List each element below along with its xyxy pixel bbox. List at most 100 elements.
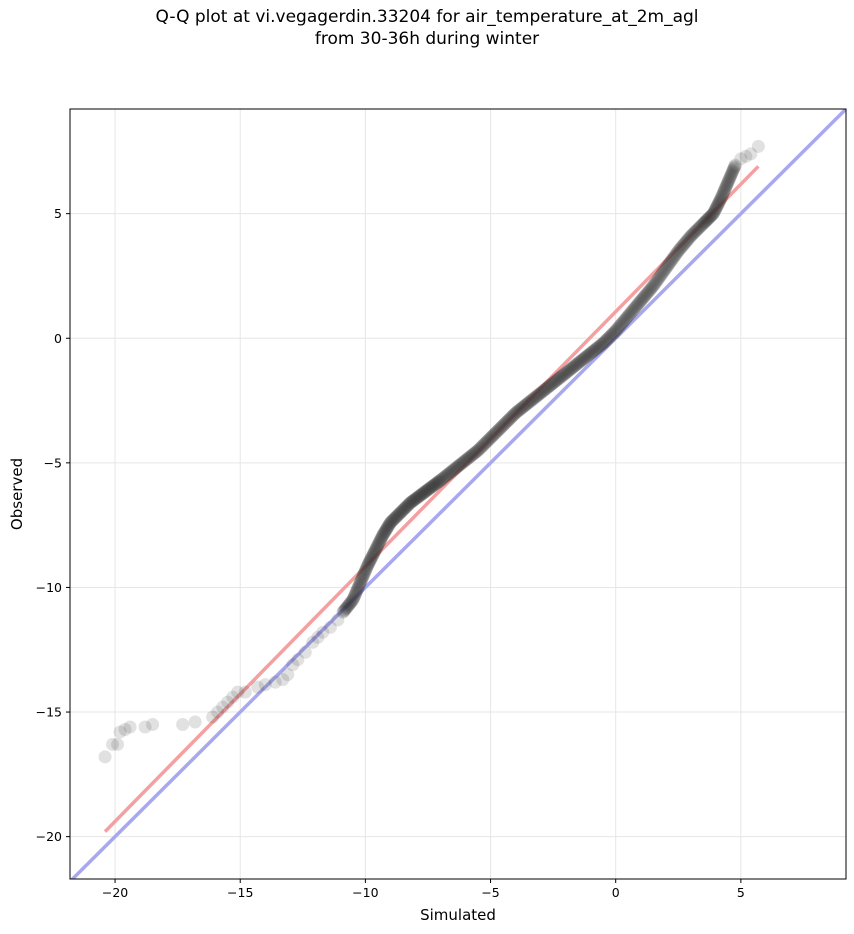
data-point bbox=[692, 221, 706, 235]
data-point bbox=[450, 460, 464, 474]
data-point bbox=[365, 550, 379, 564]
data-point bbox=[620, 311, 634, 325]
data-point bbox=[371, 537, 385, 551]
data-point bbox=[679, 234, 693, 248]
data-point bbox=[724, 168, 738, 182]
data-point bbox=[377, 527, 391, 541]
data-point bbox=[526, 392, 540, 406]
data-point bbox=[435, 472, 449, 486]
data-point bbox=[368, 543, 382, 557]
data-point bbox=[715, 190, 729, 204]
data-point bbox=[608, 325, 622, 339]
data-point bbox=[478, 437, 492, 451]
data-point bbox=[670, 246, 684, 260]
data-point bbox=[582, 347, 596, 361]
data-point bbox=[710, 200, 724, 214]
data-point bbox=[688, 225, 702, 239]
data-point bbox=[712, 196, 726, 210]
data-point bbox=[698, 215, 712, 229]
data-point bbox=[475, 439, 489, 453]
data-point bbox=[535, 385, 549, 399]
data-point bbox=[561, 364, 575, 378]
data-point bbox=[488, 427, 502, 441]
data-point bbox=[447, 463, 461, 477]
fit-line bbox=[103, 165, 760, 833]
data-point bbox=[702, 211, 716, 225]
data-point bbox=[629, 299, 643, 313]
data-point bbox=[396, 503, 410, 517]
data-point bbox=[616, 315, 630, 329]
data-point bbox=[651, 273, 665, 287]
data-point bbox=[286, 658, 300, 672]
data-point bbox=[188, 715, 202, 729]
data-point bbox=[671, 245, 685, 259]
data-point bbox=[331, 613, 345, 627]
y-tick-label: 0 bbox=[54, 331, 62, 346]
data-point bbox=[685, 228, 699, 242]
data-point bbox=[548, 374, 562, 388]
data-point bbox=[363, 554, 377, 568]
data-point bbox=[421, 483, 435, 497]
data-point bbox=[356, 569, 370, 583]
x-tick-label: 5 bbox=[737, 885, 745, 900]
data-point bbox=[609, 323, 623, 337]
data-point bbox=[515, 401, 529, 415]
data-point bbox=[675, 240, 689, 254]
data-point bbox=[395, 504, 409, 518]
data-point bbox=[603, 330, 617, 344]
y-tick-label: −15 bbox=[36, 705, 62, 720]
data-point bbox=[575, 353, 589, 367]
data-point bbox=[540, 381, 554, 395]
data-point bbox=[385, 514, 399, 528]
data-point bbox=[620, 310, 634, 324]
data-point bbox=[655, 267, 669, 281]
reference-lines bbox=[70, 109, 846, 879]
x-tick-label: −20 bbox=[102, 885, 128, 900]
data-point bbox=[550, 373, 564, 387]
data-point bbox=[637, 289, 651, 303]
data-point bbox=[396, 503, 410, 517]
data-point bbox=[393, 506, 407, 520]
data-point bbox=[707, 205, 721, 219]
data-point bbox=[404, 495, 418, 509]
data-point bbox=[468, 446, 482, 460]
data-point bbox=[336, 605, 350, 619]
data-point bbox=[211, 705, 225, 719]
data-point bbox=[630, 298, 644, 312]
data-point bbox=[579, 350, 593, 364]
data-point bbox=[434, 473, 448, 487]
data-point bbox=[724, 169, 738, 183]
data-point bbox=[524, 394, 538, 408]
data-point bbox=[568, 359, 582, 373]
data-point bbox=[460, 452, 474, 466]
data-point bbox=[651, 272, 665, 286]
data-point bbox=[483, 432, 497, 446]
data-point bbox=[668, 249, 682, 263]
data-point bbox=[626, 304, 640, 318]
data-point bbox=[492, 422, 506, 436]
data-point bbox=[500, 415, 514, 429]
data-point bbox=[352, 578, 366, 592]
data-point bbox=[577, 351, 591, 365]
data-point bbox=[658, 263, 672, 277]
data-point bbox=[584, 346, 598, 360]
data-point bbox=[659, 261, 673, 275]
data-point bbox=[413, 488, 427, 502]
data-point bbox=[632, 296, 646, 310]
data-point bbox=[344, 596, 358, 610]
data-point bbox=[353, 576, 367, 590]
data-point bbox=[206, 710, 220, 724]
y-tick-label: 5 bbox=[54, 206, 62, 221]
data-point bbox=[653, 270, 667, 284]
data-point bbox=[480, 435, 494, 449]
data-point bbox=[713, 193, 727, 207]
data-point bbox=[634, 293, 648, 307]
data-point bbox=[708, 204, 722, 218]
data-point bbox=[555, 369, 569, 383]
data-point bbox=[486, 429, 500, 443]
data-point bbox=[429, 477, 443, 491]
data-point bbox=[682, 231, 696, 245]
data-point bbox=[559, 366, 573, 380]
data-point bbox=[551, 372, 565, 386]
data-point bbox=[357, 566, 371, 580]
